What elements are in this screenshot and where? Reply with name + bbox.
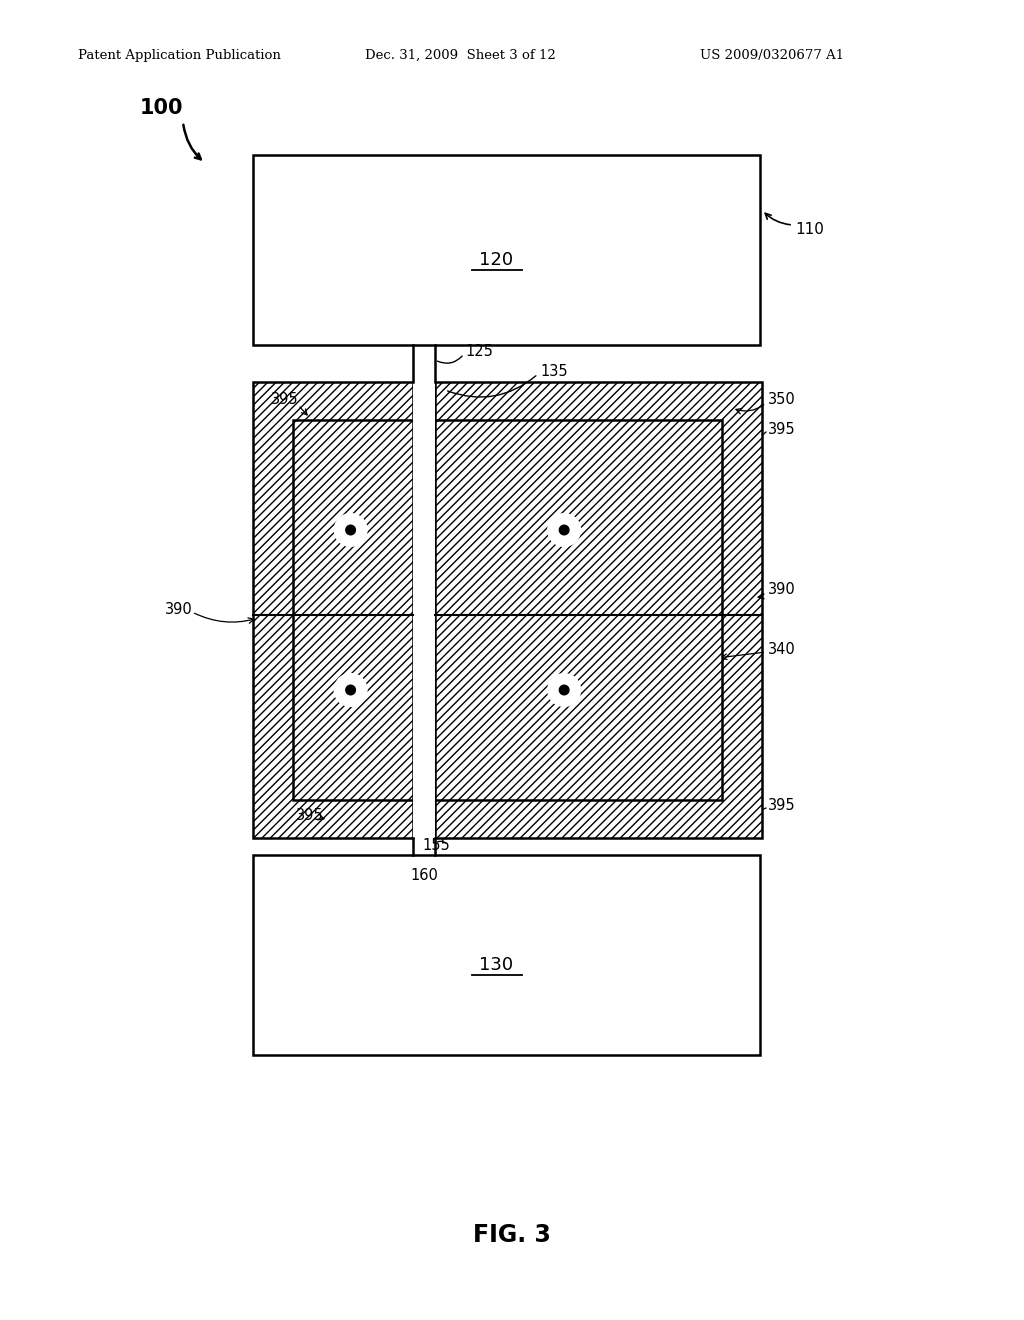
Text: 160: 160 — [410, 867, 438, 883]
Circle shape — [346, 525, 355, 535]
Circle shape — [335, 513, 367, 546]
Bar — [293, 420, 413, 800]
Text: 340: 340 — [768, 643, 796, 657]
Text: 130: 130 — [479, 956, 514, 974]
Bar — [435, 420, 722, 800]
Circle shape — [559, 525, 569, 535]
Circle shape — [346, 685, 355, 694]
Bar — [413, 381, 435, 838]
Text: 110: 110 — [795, 223, 824, 238]
Text: US 2009/0320677 A1: US 2009/0320677 A1 — [700, 49, 844, 62]
Text: 395: 395 — [296, 808, 324, 822]
Text: Patent Application Publication: Patent Application Publication — [78, 49, 281, 62]
Text: 345: 345 — [380, 447, 408, 462]
Circle shape — [335, 675, 367, 706]
Text: 395: 395 — [768, 797, 796, 813]
Text: 155: 155 — [422, 838, 450, 854]
Bar — [253, 855, 760, 1055]
Text: 380: 380 — [438, 722, 466, 738]
Text: 370: 370 — [438, 528, 466, 543]
Text: 100: 100 — [140, 98, 183, 117]
Bar — [253, 154, 760, 345]
Bar — [435, 381, 762, 838]
Circle shape — [559, 685, 569, 694]
Text: 125: 125 — [465, 345, 493, 359]
Text: 390: 390 — [768, 582, 796, 598]
Text: 120: 120 — [479, 251, 514, 269]
Circle shape — [548, 513, 581, 546]
Bar — [253, 381, 413, 838]
Text: 370: 370 — [438, 598, 466, 612]
Circle shape — [548, 675, 581, 706]
Text: 380: 380 — [438, 663, 466, 677]
Text: 390: 390 — [165, 602, 193, 618]
Text: 395: 395 — [768, 422, 796, 437]
Text: FIG. 3: FIG. 3 — [473, 1224, 551, 1247]
Text: 395: 395 — [271, 392, 299, 408]
Text: Dec. 31, 2009  Sheet 3 of 12: Dec. 31, 2009 Sheet 3 of 12 — [365, 49, 556, 62]
Text: 350: 350 — [768, 392, 796, 408]
Text: 135: 135 — [540, 364, 567, 380]
